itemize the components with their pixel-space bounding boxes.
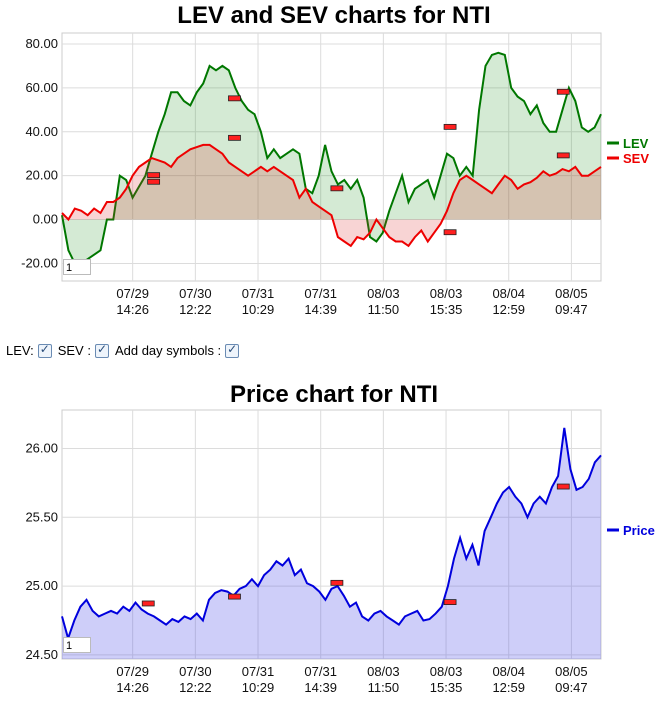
x-tick-label: 12:22 xyxy=(179,302,212,317)
legend-label: LEV xyxy=(623,136,649,151)
y-tick-label: -20.00 xyxy=(21,255,58,270)
lev-sev-chart: 07/2914:2607/3012:2207/3110:2907/3114:39… xyxy=(21,32,649,317)
x-tick-label: 07/31 xyxy=(304,664,337,679)
x-tick-label: 15:35 xyxy=(430,302,463,317)
x-tick-label: 08/03 xyxy=(367,286,400,301)
lev-chart-input-box[interactable]: 1 xyxy=(63,259,91,275)
x-tick-label: 07/29 xyxy=(116,286,149,301)
x-tick-label: 07/30 xyxy=(179,664,212,679)
x-tick-label: 07/30 xyxy=(179,286,212,301)
lev-area xyxy=(62,52,601,264)
y-tick-label: 26.00 xyxy=(25,441,58,456)
x-tick-label: 14:39 xyxy=(304,680,337,695)
x-tick-label: 08/05 xyxy=(555,664,588,679)
day-symbol xyxy=(556,152,570,159)
day-symbol xyxy=(228,593,241,600)
y-tick-label: 25.00 xyxy=(25,578,58,593)
day-symbols-label: Add day symbols : xyxy=(114,343,222,358)
day-symbol xyxy=(443,123,457,130)
day-symbol xyxy=(556,88,570,95)
y-tick-label: 24.50 xyxy=(25,647,58,662)
x-tick-label: 07/31 xyxy=(242,664,275,679)
sev-line xyxy=(61,143,602,248)
price-line xyxy=(61,427,602,642)
day-symbol xyxy=(330,185,344,192)
y-tick-label: 0.00 xyxy=(33,212,58,227)
day-symbol xyxy=(147,178,161,185)
x-tick-label: 15:35 xyxy=(430,680,463,695)
x-tick-label: 14:39 xyxy=(304,302,337,317)
x-tick-label: 07/31 xyxy=(242,286,275,301)
day-symbol xyxy=(147,172,161,179)
price-area xyxy=(62,427,601,659)
lev-line xyxy=(61,51,602,265)
x-tick-label: 09:47 xyxy=(555,680,588,695)
x-tick-label: 07/31 xyxy=(304,286,337,301)
x-tick-label: 11:50 xyxy=(368,680,400,695)
day-symbol xyxy=(443,229,457,236)
day-symbol xyxy=(330,579,344,586)
x-tick-label: 14:26 xyxy=(116,302,149,317)
x-tick-label: 12:22 xyxy=(179,680,212,695)
x-tick-label: 11:50 xyxy=(368,302,400,317)
legend-label: Price xyxy=(623,523,655,538)
x-tick-label: 07/29 xyxy=(116,664,149,679)
sev-checkbox[interactable] xyxy=(94,342,109,358)
plot-area xyxy=(61,409,602,660)
y-tick-label: 80.00 xyxy=(25,36,58,51)
x-tick-label: 08/04 xyxy=(492,286,525,301)
day-symbol xyxy=(141,600,155,607)
day-symbol xyxy=(228,134,241,141)
series-controls: LEV: SEV : Add day symbols : xyxy=(6,342,243,358)
lev-toggle-label: LEV: xyxy=(6,343,34,358)
lev-sev-chart-title: LEV and SEV charts for NTI xyxy=(177,2,491,29)
price-chart-title: Price chart for NTI xyxy=(229,381,439,408)
day-symbol xyxy=(443,599,457,605)
y-tick-label: 40.00 xyxy=(25,124,58,139)
x-tick-label: 09:47 xyxy=(555,302,588,317)
legend-label: SEV xyxy=(623,151,649,166)
x-tick-label: 08/03 xyxy=(367,664,400,679)
price-chart-input-box[interactable]: 1 xyxy=(63,637,91,653)
x-tick-label: 14:26 xyxy=(116,680,149,695)
x-tick-label: 08/03 xyxy=(430,664,463,679)
lev-checkbox[interactable] xyxy=(37,342,52,358)
sev-toggle-label: SEV : xyxy=(57,343,91,358)
y-tick-label: 60.00 xyxy=(25,80,58,95)
sev-area xyxy=(62,144,601,246)
day-symbols-checkbox[interactable] xyxy=(225,342,240,358)
x-tick-label: 08/03 xyxy=(430,286,463,301)
x-tick-label: 10:29 xyxy=(242,302,275,317)
y-tick-label: 20.00 xyxy=(25,168,58,183)
x-tick-label: 08/05 xyxy=(555,286,588,301)
x-tick-label: 10:29 xyxy=(242,680,275,695)
y-tick-label: 25.50 xyxy=(25,509,58,524)
x-tick-label: 12:59 xyxy=(492,680,525,695)
x-tick-label: 08/04 xyxy=(492,664,525,679)
x-tick-label: 12:59 xyxy=(492,302,525,317)
day-symbol xyxy=(556,483,570,490)
day-symbol xyxy=(228,95,241,102)
